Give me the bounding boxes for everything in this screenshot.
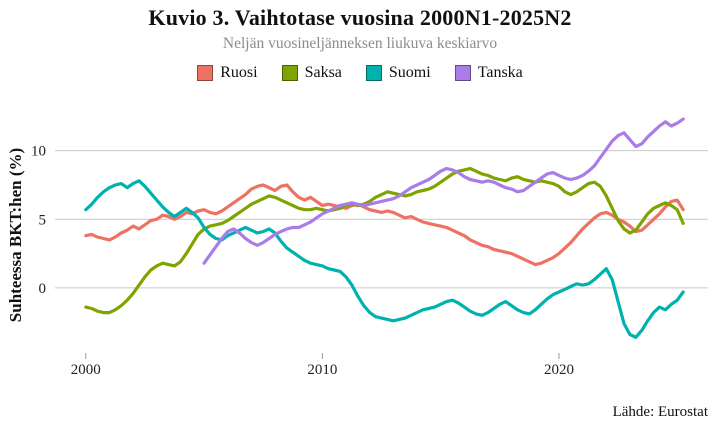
legend-label: Saksa	[304, 64, 342, 81]
y-tick-label: 5	[39, 212, 47, 228]
source-note: Lähde: Eurostat	[612, 404, 708, 420]
y-tick-label: 10	[31, 144, 46, 160]
legend-item-ruosi: Ruosi	[197, 64, 258, 82]
chart-subtitle: Neljän vuosineljänneksen liukuva keskiar…	[222, 35, 498, 52]
legend-label: Ruosi	[220, 64, 258, 81]
x-tick-label: 2000	[71, 362, 101, 378]
x-tick-label: 2020	[544, 362, 574, 378]
x-tick-label: 2010	[307, 362, 337, 378]
series-line-ruosi	[84, 183, 685, 267]
legend-item-suomi: Suomi	[365, 64, 431, 82]
legend-swatch-tanska	[454, 65, 471, 81]
legend-swatch-suomi	[365, 65, 382, 81]
legend-item-saksa: Saksa	[281, 64, 342, 82]
plot: 0 5 10 2000 2010 2020	[31, 117, 708, 378]
legend-label: Tanska	[477, 64, 523, 81]
y-tick-label: 0	[39, 281, 47, 297]
series-line-suomi	[84, 179, 685, 339]
legend-swatch-saksa	[281, 65, 298, 81]
legend: Ruosi Saksa Suomi Tanska	[0, 64, 720, 82]
series-line-saksa	[84, 166, 685, 315]
legend-swatch-ruosi	[197, 65, 214, 81]
legend-item-tanska: Tanska	[454, 64, 523, 82]
legend-label: Suomi	[388, 64, 431, 81]
chart-title: Kuvio 3. Vaihtotase vuosina 2000N1-2025N…	[148, 5, 572, 30]
series-line-tanska	[202, 117, 685, 265]
